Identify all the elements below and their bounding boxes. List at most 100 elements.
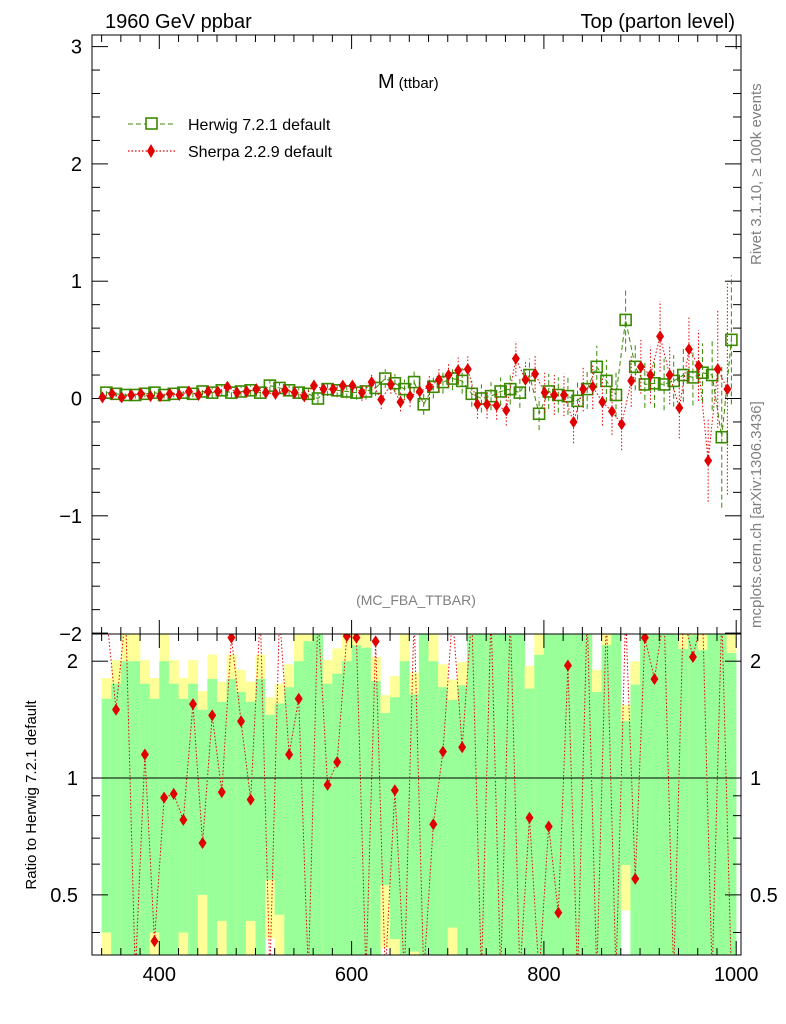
sherpa-point [223,380,232,393]
ratio-band-stat [188,683,199,955]
herwig-point [725,333,738,347]
sherpa-point [290,386,299,399]
sherpa-point [261,386,270,399]
herwig-point [590,360,604,374]
ratio-band-stat [197,709,208,895]
y-tick-label: 2 [71,154,82,176]
sherpa-point [559,388,568,401]
sherpa-point [348,379,357,392]
ratio-band-stat [476,634,487,955]
ratio-band-stat [303,641,314,955]
sherpa-point [98,391,107,404]
sherpa-point [386,378,395,391]
ratio-y-tick-label: 2 [750,651,761,673]
sherpa-point [329,383,338,396]
sherpa-point [531,367,540,380]
ratio-sherpa-point [352,634,361,644]
analysis-label: (MC_FBA_TTBAR) [356,592,476,608]
ratio-band-stat [726,652,737,955]
sherpa-point [396,396,405,409]
ratio-band-stat [293,661,304,955]
ratio-band-stat [168,683,179,955]
sherpa-point [194,388,203,401]
legend-sherpa-label: Sherpa 2.2.9 default [188,144,333,161]
x-tick-label: 1000 [714,964,759,986]
y-tick-label: 3 [71,37,82,59]
sherpa-point [511,352,520,365]
sherpa-point [136,387,145,400]
ratio-band-stat [640,634,650,955]
legend-entry-sherpa: Sherpa 2.2.9 default [128,144,333,161]
ratio-band-stat [313,634,324,955]
x-tick-label: 800 [527,964,560,986]
sherpa-point [127,388,136,401]
plot-title: M (ttbar) [378,71,439,93]
ratio-sherpa-point [650,672,659,685]
ratio-sherpa-point [371,635,380,648]
ratio-sherpa-point [563,659,572,672]
sherpa-point [684,343,693,356]
ratio-band-stat [226,678,237,955]
ratio-band-stat [370,681,381,955]
sherpa-point [319,383,328,396]
plot-title-sub: (ttbar) [399,75,439,92]
ratio-band-stat [284,687,295,955]
rivet-label: Rivet 3.1.10, ≥ 100k events [748,83,765,265]
herwig-point [532,407,546,421]
ratio-y-tick-label: 0.5 [50,885,78,907]
sherpa-point [656,330,665,343]
ratio-band-stat [688,635,699,955]
x-tick-label: 600 [335,964,368,986]
ratio-band-stat [130,661,141,955]
ratio-sherpa-point [342,634,351,643]
sherpa-point [165,387,174,400]
ratio-band-stat [572,634,583,955]
header-left: 1960 GeV ppbar [105,11,252,33]
ratio-y-tick-label: 1 [750,768,761,790]
ratio-sherpa-point [544,820,553,833]
sherpa-point [358,386,367,399]
ratio-band-stat [466,634,477,955]
herwig-point [407,375,421,389]
ratio-band-stat [399,661,410,955]
sherpa-point [608,405,617,418]
herwig-point [417,398,431,411]
ratio-band-stat [216,701,227,921]
ratio-band-stat [361,647,372,955]
sherpa-point [184,385,193,398]
ratio-band-stat [611,634,622,955]
ratio-band-stat [390,697,400,940]
herwig-point [513,386,527,399]
sherpa-point [617,418,626,431]
sherpa-point [300,390,309,403]
sherpa-point [521,373,530,386]
legend-herwig-label: Herwig 7.2.1 default [188,117,331,134]
mcplots-label: mcplots.cern.ch [arXiv:1306.3436] [748,401,765,628]
ratio-band-stat [236,691,247,955]
ratio-band-stat [322,683,333,955]
ratio-sherpa-point [179,813,188,826]
ratio-band-stat [534,654,545,955]
ratio-sherpa-point [458,741,467,754]
ratio-y-tick-label: 0.5 [750,885,778,907]
header-right: Top (parton level) [580,11,735,33]
ratio-band-stat [716,634,727,955]
ratio-band-stat [447,700,458,928]
sherpa-line [102,336,728,461]
sherpa-point [627,374,636,387]
ratio-axes: 400 600 800 1000 0.5 0.5 1 1 2 2 [50,634,778,986]
ratio-band-stat [697,650,708,955]
sherpa-point [204,385,213,398]
ratio-band-stat [620,720,631,865]
sherpa-point [636,360,645,373]
ratio-band-stat [438,687,449,955]
ratio-band-stat [159,661,170,955]
main-panel: −1 0 1 2 3 −2 M (ttbar) (MC_FBA_TTBAR) Herwig … [59,34,742,646]
ratio-sherpa-point [208,709,217,722]
ratio-band-stat [207,678,218,955]
ratio-sherpa-point [631,872,640,885]
sherpa-point [367,376,376,389]
ratio-sherpa-point [188,698,197,711]
ratio-band-stat [515,634,525,955]
sherpa-point [233,386,242,399]
